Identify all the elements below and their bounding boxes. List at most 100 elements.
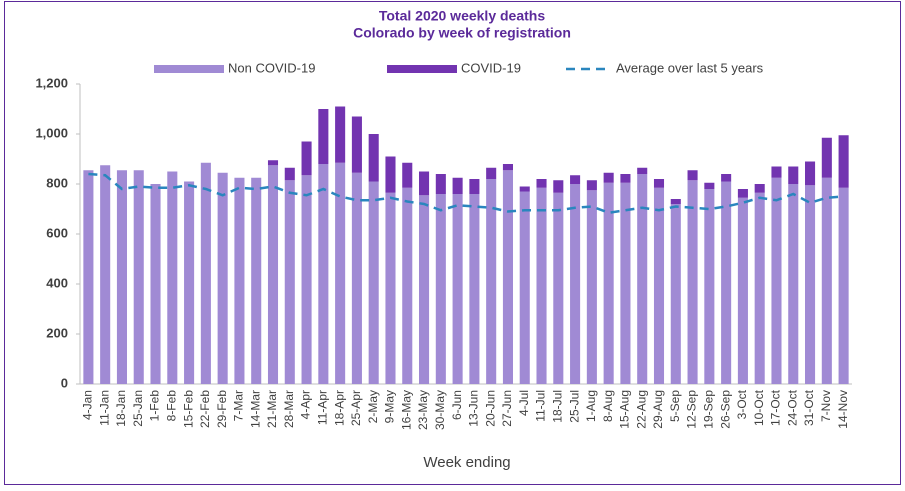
- y-tick-label: 400: [46, 275, 68, 290]
- x-tick-label: 12-Sep: [685, 390, 699, 429]
- bar-segment: [368, 134, 379, 182]
- x-tick-label: 21-Mar: [265, 390, 279, 428]
- bar-segment: [670, 199, 681, 204]
- x-tick-label: 9-May: [383, 390, 397, 423]
- bar-segment: [200, 162, 211, 384]
- bar-segment: [452, 194, 463, 384]
- bar-segment: [351, 172, 362, 384]
- x-tick-label: 17-Oct: [769, 389, 783, 426]
- x-tick-label: 19-Sep: [702, 390, 716, 429]
- bar-segment: [419, 195, 430, 384]
- x-tick-label: 8-Feb: [164, 390, 178, 422]
- x-tick-label: 1-Feb: [148, 390, 162, 422]
- legend-label: Average over last 5 years: [616, 60, 764, 75]
- bar-segment: [603, 172, 614, 183]
- chart-subtitle: Colorado by week of registration: [353, 25, 571, 41]
- x-tick-label: 29-Aug: [651, 390, 665, 429]
- bar-segment: [653, 187, 665, 384]
- bar-segment: [687, 180, 698, 384]
- bar-segment: [570, 175, 581, 184]
- x-tick-label: 4-Apr: [299, 390, 313, 419]
- legend-swatch: [387, 65, 457, 73]
- bar-segment: [670, 204, 681, 384]
- bar-segment: [301, 141, 312, 176]
- bar-segment: [402, 162, 413, 188]
- bar-segment: [167, 171, 178, 384]
- bar-segment: [452, 177, 463, 194]
- x-tick-label: 4-Jan: [81, 390, 95, 420]
- bar-segment: [536, 187, 547, 384]
- bar-segment: [502, 170, 513, 384]
- x-tick-label: 15-Feb: [181, 390, 195, 428]
- bar-segment: [653, 179, 665, 188]
- bar-segment: [402, 187, 413, 384]
- bar-segment: [150, 184, 161, 384]
- bar-segment: [469, 179, 480, 194]
- bar-segment: [486, 167, 497, 179]
- bar-segment: [620, 174, 631, 183]
- bar-segment: [184, 181, 195, 384]
- x-tick-label: 7-Mar: [232, 390, 246, 421]
- bar-segment: [435, 174, 446, 194]
- bar-segment: [771, 177, 782, 384]
- bar-segment: [318, 164, 329, 384]
- bar-segment: [284, 167, 295, 181]
- bar-segment: [754, 184, 765, 193]
- bar-segment: [486, 179, 497, 384]
- x-tick-label: 8-Aug: [601, 390, 615, 422]
- x-tick-label: 30-May: [433, 390, 447, 430]
- bar-segment: [469, 194, 480, 384]
- x-tick-label: 29-Feb: [215, 390, 229, 428]
- bar-segment: [217, 172, 228, 384]
- x-tick-label: 20-Jun: [483, 390, 497, 427]
- x-tick-label: 27-Jun: [500, 390, 514, 427]
- bar-segment: [788, 166, 799, 184]
- x-tick-label: 5-Sep: [668, 390, 682, 422]
- bar-segment: [335, 106, 346, 163]
- x-tick-label: 14-Nov: [836, 390, 850, 429]
- bar-segment: [821, 137, 832, 178]
- bar-segment: [637, 167, 648, 174]
- y-tick-label: 800: [46, 175, 68, 190]
- x-tick-label: 25-Jul: [567, 390, 581, 423]
- bar-segment: [704, 182, 715, 189]
- bar-segment: [838, 187, 849, 384]
- x-axis-label: Week ending: [423, 454, 510, 471]
- bar-segment: [754, 192, 765, 384]
- y-tick-label: 0: [61, 375, 68, 390]
- x-tick-label: 22-Feb: [198, 390, 212, 428]
- bar-segment: [116, 170, 127, 384]
- x-tick-label: 18-Apr: [332, 390, 346, 426]
- bar-segment: [318, 109, 329, 164]
- x-tick-label: 2-May: [366, 390, 380, 423]
- x-tick-label: 13-Jun: [467, 390, 481, 427]
- bar-segment: [335, 162, 346, 384]
- bar-segment: [821, 177, 832, 384]
- x-tick-label: 18-Jul: [550, 390, 564, 423]
- y-tick-label: 1,000: [35, 125, 68, 140]
- bar-segment: [435, 194, 446, 384]
- y-tick-label: 1,200: [35, 75, 68, 90]
- bar-segment: [704, 189, 715, 384]
- bar-segment: [267, 160, 279, 166]
- bar-segment: [351, 116, 362, 173]
- bar-segment: [553, 192, 564, 384]
- legend-swatch: [154, 65, 224, 73]
- bar-segment: [620, 182, 631, 384]
- x-tick-label: 11-Jan: [97, 390, 111, 426]
- bar-segment: [267, 165, 279, 384]
- bar-segment: [603, 182, 614, 384]
- bar-segment: [721, 174, 732, 182]
- x-tick-label: 31-Oct: [802, 389, 816, 426]
- bar-segment: [419, 171, 430, 196]
- y-tick-label: 200: [46, 325, 68, 340]
- bar-segment: [385, 192, 396, 384]
- x-tick-label: 1-Aug: [584, 390, 598, 422]
- x-tick-label: 23-May: [416, 390, 430, 430]
- x-tick-label: 24-Oct: [785, 389, 799, 426]
- bar-segment: [570, 184, 581, 384]
- x-tick-label: 14-Mar: [248, 390, 262, 428]
- bar-segment: [805, 161, 816, 186]
- bar-segment: [385, 156, 396, 193]
- bar-segment: [83, 170, 94, 384]
